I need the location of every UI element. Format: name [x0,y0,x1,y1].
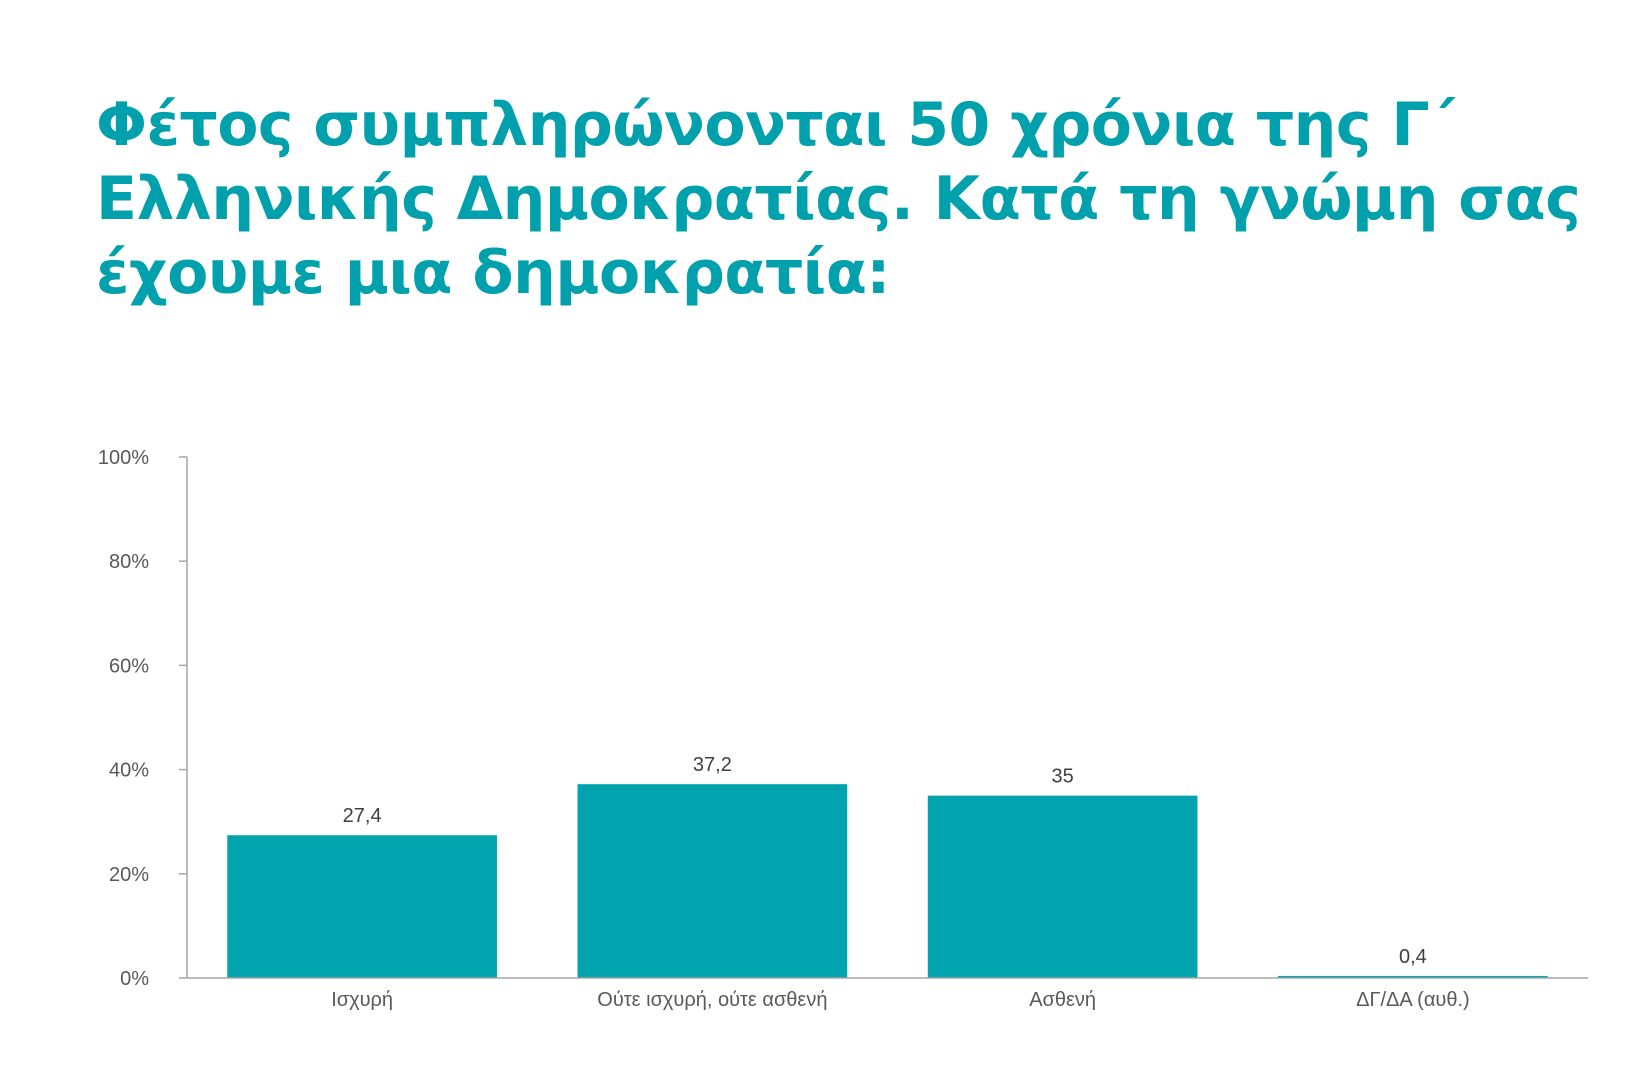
y-tick-label: 20% [109,864,149,886]
x-category-label: Ασθενή [1029,989,1096,1011]
chart-title: Φέτος συμπληρώνονται 50 χρόνια της Γ΄ Ελ… [96,90,1581,308]
y-tick-label: 80% [109,551,149,573]
x-category-label: Ισχυρή [331,989,393,1011]
y-tick-label: 0% [120,968,149,990]
y-tick-label: 100% [98,447,149,469]
value-labels-group: 27,4 37,2 35 0,4 [343,754,1427,968]
y-axis-ticks: 0% 20% 40% 60% 80% 100% [98,447,187,990]
bar [1278,975,1548,978]
x-category-label: ΔΓ/ΔΑ (αυθ.) [1356,989,1470,1011]
bar-value-label: 37,2 [693,754,732,776]
y-tick-label: 40% [109,760,149,782]
bar [577,784,848,978]
bars-group [227,784,1548,978]
bar [227,835,497,978]
bar-value-label: 27,4 [343,805,382,827]
bar-value-label: 35 [1052,766,1074,788]
bar-value-label: 0,4 [1399,946,1427,968]
x-axis-labels: Ισχυρή Ούτε ισχυρή, ούτε ασθενή Ασθενή ΔΓ/Δ… [331,989,1469,1011]
bar [927,795,1198,978]
y-tick-label: 60% [109,655,149,677]
x-category-label: Ούτε ισχυρή, ούτε ασθενή [597,989,827,1011]
